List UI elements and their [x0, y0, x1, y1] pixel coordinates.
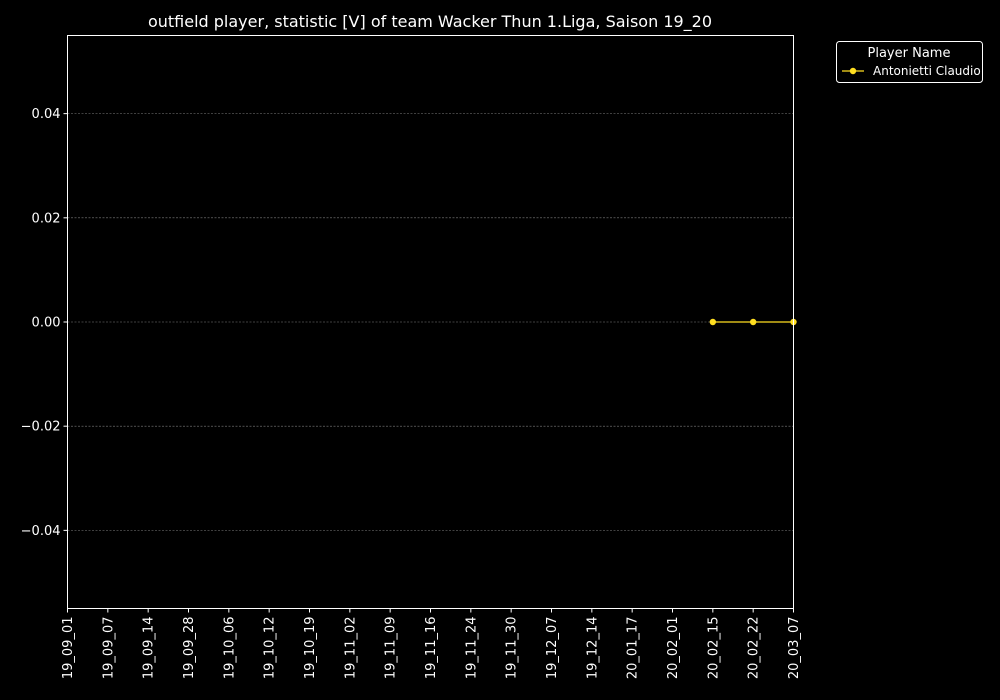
legend-title: Player Name	[868, 46, 951, 61]
x-tick-label: 19_11_30	[505, 617, 520, 680]
x-tick-label: 19_11_24	[464, 617, 479, 680]
x-tick-label: 19_11_02	[343, 617, 358, 680]
legend-marker	[849, 67, 857, 75]
y-tick-label: 0.04	[32, 107, 61, 122]
x-tick-label: 20_02_01	[666, 617, 681, 680]
x-tick-label: 19_09_01	[61, 617, 76, 680]
x-tick-label: 19_11_09	[384, 617, 399, 680]
x-tick-label: 19_10_12	[263, 617, 278, 680]
data-point	[709, 318, 717, 326]
chart-title: outfield player, statistic [V] of team W…	[148, 12, 712, 32]
x-tick-label: 20_02_22	[747, 617, 762, 680]
legend: Player Name Antonietti Claudio	[836, 41, 983, 83]
y-tick-label: −0.02	[21, 420, 61, 435]
y-tick-label: 0.02	[32, 211, 61, 226]
x-tick-label: 19_09_07	[101, 617, 116, 680]
x-tick-label: 20_02_15	[706, 617, 721, 680]
x-tick-label: 19_09_28	[182, 617, 197, 680]
legend-box	[836, 41, 983, 83]
x-tick-label: 19_12_14	[585, 617, 600, 680]
x-axis: 19_09_01 19_09_07 19_09_14 19_09_28 19_10_06…	[61, 608, 802, 680]
x-tick-label: 19_11_16	[424, 617, 439, 680]
grid-lines	[67, 113, 794, 531]
legend-entries: Antonietti Claudio	[842, 64, 981, 78]
x-tick-label: 20_01_17	[626, 617, 641, 680]
legend-label: Antonietti Claudio	[873, 64, 981, 78]
y-tick-label: −0.04	[21, 524, 61, 539]
x-tick-label: 19_09_14	[142, 617, 157, 680]
data-point	[749, 318, 757, 326]
y-axis: 0.04 0.02 0.00 −0.02 −0.04	[21, 107, 68, 539]
x-tick-label: 20_03_07	[787, 617, 802, 680]
x-tick-label: 19_12_07	[545, 617, 560, 680]
x-tick-label: 19_10_06	[222, 617, 237, 680]
y-tick-label: 0.00	[32, 316, 61, 331]
x-tick-label: 19_10_19	[303, 617, 318, 680]
